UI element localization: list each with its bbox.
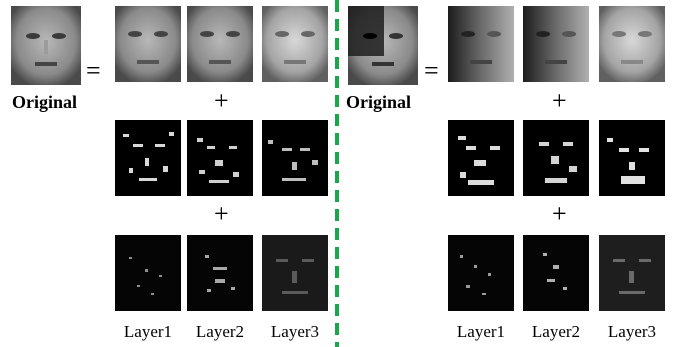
right-panel: = Original + + Layer1 La xyxy=(344,0,681,347)
plus-sign: + xyxy=(552,199,567,228)
equals-sign: = xyxy=(424,56,439,85)
sparse-residual-image xyxy=(523,120,589,196)
component-face-image xyxy=(523,6,589,82)
residual-image xyxy=(187,235,253,311)
original-face-image xyxy=(11,6,81,85)
layer-label: Layer2 xyxy=(195,322,245,341)
layer-label: Layer3 xyxy=(607,322,657,341)
component-face-image xyxy=(262,6,328,82)
layer-label: Layer2 xyxy=(531,322,581,341)
sparse-residual-image xyxy=(187,120,253,196)
residual-image xyxy=(115,235,181,311)
left-panel: = Original + + La xyxy=(0,0,332,347)
residual-image xyxy=(523,235,589,311)
original-label: Original xyxy=(346,92,412,112)
component-face-image xyxy=(599,6,665,82)
sparse-residual-image xyxy=(262,120,328,196)
residual-image xyxy=(262,235,328,311)
layer-label: Layer1 xyxy=(456,322,506,341)
component-face-image xyxy=(448,6,514,82)
sparse-residual-image xyxy=(115,120,181,196)
panel-divider xyxy=(335,0,339,347)
plus-sign: + xyxy=(214,199,229,228)
sparse-residual-image xyxy=(448,120,514,196)
residual-image xyxy=(448,235,514,311)
layer-label: Layer3 xyxy=(270,322,320,341)
sparse-residual-image xyxy=(599,120,665,196)
layer-label: Layer1 xyxy=(123,322,173,341)
plus-sign: + xyxy=(552,86,567,115)
component-face-image xyxy=(115,6,181,82)
original-face-image xyxy=(348,6,418,85)
residual-image xyxy=(599,235,665,311)
plus-sign: + xyxy=(214,86,229,115)
component-face-image xyxy=(187,6,253,82)
equals-sign: = xyxy=(86,56,101,85)
original-label: Original xyxy=(12,92,78,112)
